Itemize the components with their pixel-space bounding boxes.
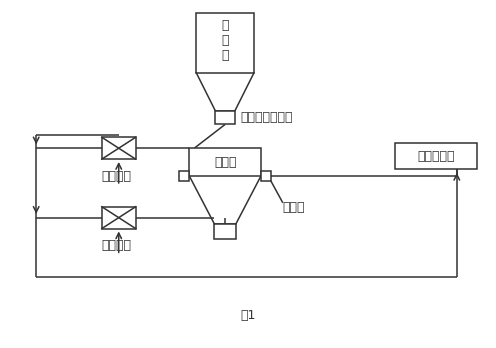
Bar <box>180 171 189 181</box>
Text: 放料控制: 放料控制 <box>102 239 132 252</box>
Bar <box>196 13 254 73</box>
Text: 储
料
斗: 储 料 斗 <box>221 19 229 62</box>
Bar <box>189 148 261 176</box>
Text: 传感器: 传感器 <box>283 201 306 214</box>
Bar <box>395 143 477 169</box>
Bar <box>214 224 236 239</box>
Bar <box>215 111 235 124</box>
Text: 电磁振动给料机: 电磁振动给料机 <box>240 111 293 124</box>
Text: 加料控制: 加料控制 <box>102 170 132 183</box>
Text: 图1: 图1 <box>241 309 255 322</box>
Bar <box>102 207 135 229</box>
Bar <box>261 171 271 181</box>
Text: 配料控制器: 配料控制器 <box>417 150 455 163</box>
Text: 称量斗: 称量斗 <box>214 156 237 168</box>
Bar <box>102 137 135 159</box>
